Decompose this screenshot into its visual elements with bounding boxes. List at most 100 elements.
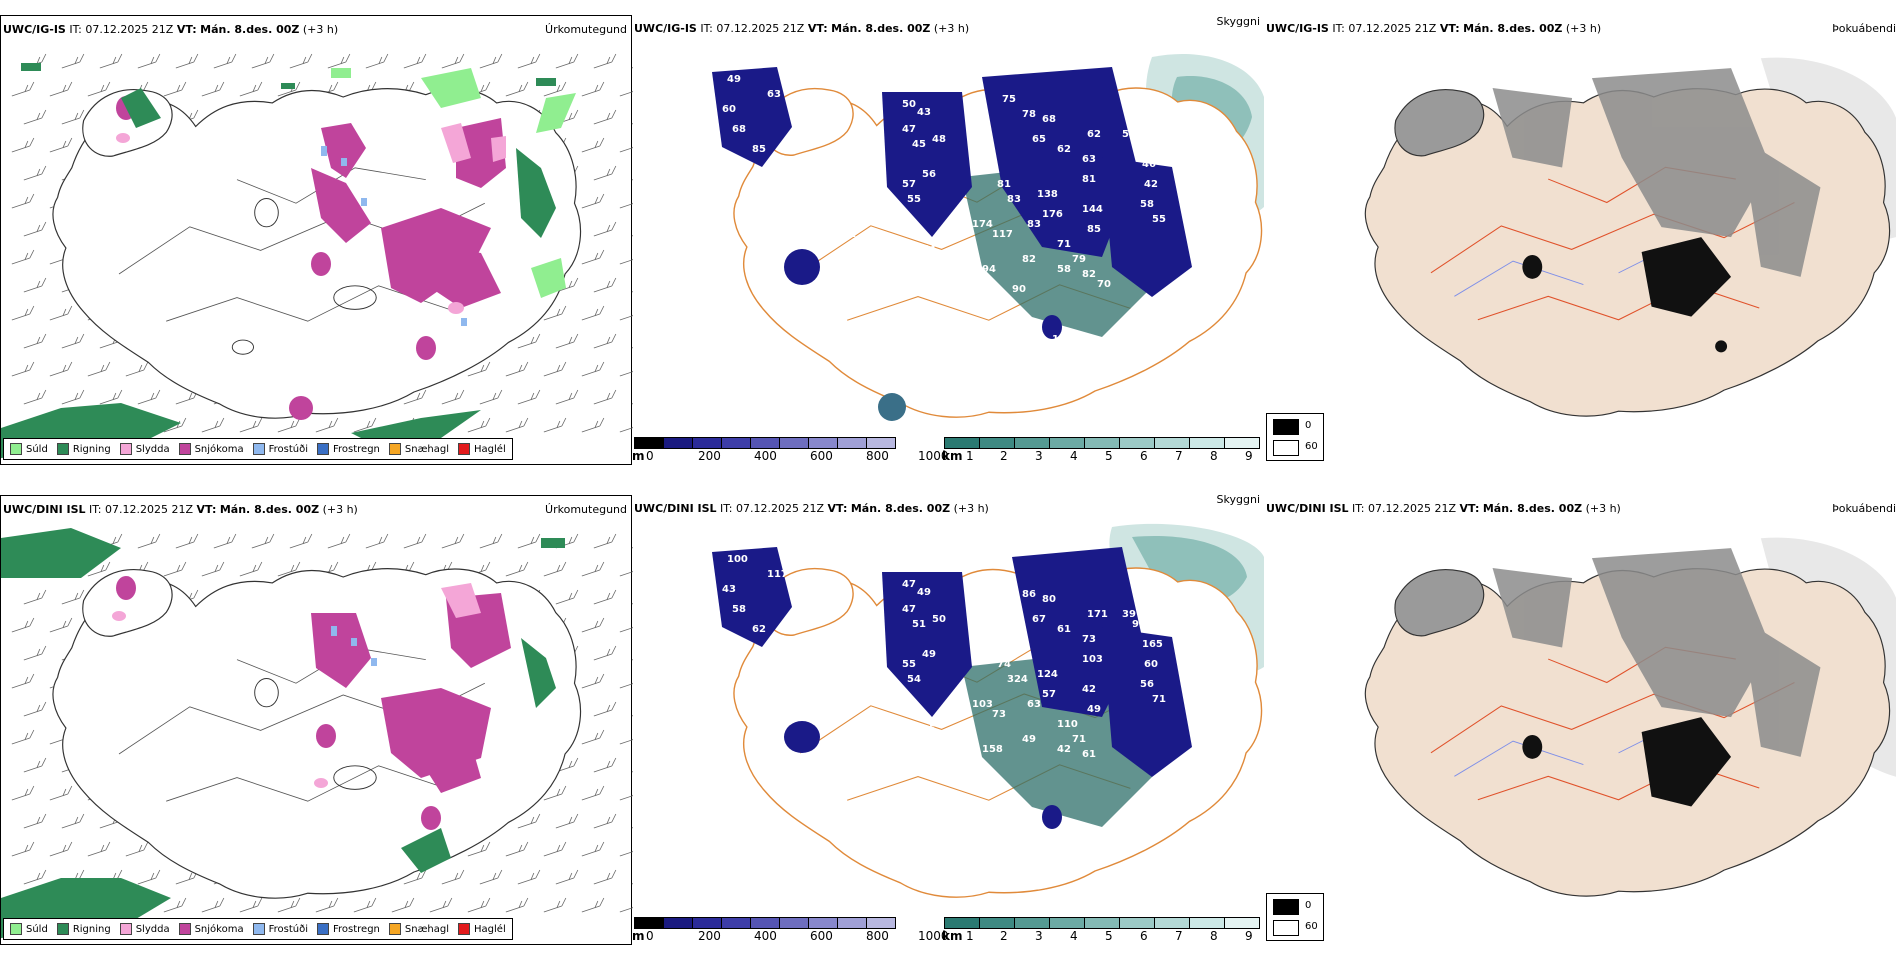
visibility-label: 45 (912, 139, 926, 150)
fog-legend: 0 60 (1266, 893, 1324, 941)
km-tick: 2 (1000, 449, 1008, 463)
wind-barb (581, 361, 605, 377)
visibility-label: 49 (1022, 734, 1036, 745)
legend-swatch (178, 923, 191, 935)
wind-barb (543, 561, 567, 577)
height-colorbar-boxes (634, 437, 896, 449)
visibility-label: 70 (1097, 279, 1111, 290)
wind-barb (11, 617, 35, 633)
wind-barb (137, 533, 161, 549)
legend-item: Haglél (458, 443, 506, 455)
visibility-label: 47 (902, 604, 916, 615)
fog-legend-swatch (1273, 920, 1299, 936)
wind-barb (23, 333, 47, 349)
it-value: 07.12.2025 21Z (105, 503, 194, 516)
panel-header: UWC/IG-IS IT: 07.12.2025 21Z VT: Mán. 8.… (634, 15, 1260, 36)
wind-barb (23, 109, 47, 125)
km-tick: 8 (1210, 929, 1218, 943)
wind-barb (163, 81, 187, 97)
vt-value: Mán. 8.des. 00Z (1482, 502, 1583, 515)
wind-barb (87, 841, 111, 857)
wind-barb (391, 897, 415, 913)
visibility-label: 61 (1057, 624, 1071, 635)
legend-item: Súld (10, 923, 48, 935)
visibility-label: 58 (1140, 199, 1154, 210)
wind-barb (239, 561, 263, 577)
it-value: 07.12.2025 21Z (716, 22, 805, 35)
wind-barb (403, 533, 427, 549)
wind-barb (365, 53, 389, 69)
wind-barb (327, 53, 351, 69)
height-tick: 600 (810, 929, 833, 943)
wind-barb (555, 869, 579, 885)
km-tick: 4 (1070, 929, 1078, 943)
it-label: IT: (720, 502, 733, 515)
visibility-label: 63 (1027, 699, 1041, 710)
visibility-label: 90 (772, 634, 786, 645)
wind-barb (23, 589, 47, 605)
km-tick: 8 (1210, 449, 1218, 463)
offset: (+3 h) (322, 503, 358, 516)
wind-barb (49, 305, 73, 321)
visibility-label: 54 (907, 674, 921, 685)
wind-barb (593, 277, 617, 293)
fog-legend: 0 60 (1266, 413, 1324, 461)
offset: (+3 h) (1585, 502, 1621, 515)
visibility-label: 60 (1144, 659, 1158, 670)
it-label: IT: (89, 503, 102, 516)
visibility-label: 71 (1072, 734, 1086, 745)
visibility-label: 75 (1002, 94, 1016, 105)
offset: (+3 h) (933, 22, 970, 35)
visibility-label: 49 (917, 587, 931, 598)
wind-barb (593, 221, 617, 237)
wind-barb (593, 333, 617, 349)
wind-barb (365, 533, 389, 549)
visibility-label: 65 (1032, 134, 1046, 145)
wind-barb (49, 785, 73, 801)
visibility-label: 57 (902, 179, 916, 190)
legend-swatch (56, 443, 69, 455)
panel-title: Skyggni (1216, 15, 1260, 28)
km-tick: 1 (966, 449, 974, 463)
model-name: UWC/IG-IS (3, 23, 66, 36)
wind-barb (467, 417, 491, 433)
wind-barb (175, 53, 199, 69)
visibility-label: 176 (1042, 209, 1063, 220)
it-value: 07.12.2025 21Z (1348, 22, 1437, 35)
visibility-label: 50 (932, 614, 946, 625)
visibility-label: 42 (937, 709, 951, 720)
height-tick: 0 (646, 449, 654, 463)
wind-barb (23, 277, 47, 293)
visibility-label: 103 (972, 699, 993, 710)
visibility-label: 117 (992, 229, 1013, 240)
wind-barb (441, 869, 465, 885)
vt-value: Mán. 8.des. 00Z (831, 22, 931, 35)
wind-barb (581, 249, 605, 265)
visibility-label: 82 (772, 154, 786, 165)
legend-swatch (10, 443, 22, 455)
legend-label: Snjókoma (194, 443, 244, 455)
km-tick: 5 (1105, 929, 1113, 943)
wind-barb (593, 165, 617, 181)
panel-title: Skyggni (1216, 493, 1260, 506)
visibility-label: 55 (907, 194, 921, 205)
legend-swatch (119, 443, 132, 455)
height-tick: 400 (754, 449, 777, 463)
km-tick: 3 (1035, 929, 1043, 943)
panel-title: Þokuábendi (1832, 502, 1896, 515)
visibility-label: 47 (902, 124, 916, 135)
it-value: 07.12.2025 21Z (736, 502, 825, 515)
visibility-label: 103 (1082, 654, 1103, 665)
legend-swatch (119, 923, 132, 935)
wind-barb (505, 897, 529, 913)
wind-barb (315, 897, 339, 913)
wind-barb (593, 701, 617, 717)
wind-barb (49, 81, 73, 97)
it-label: IT: (69, 23, 82, 36)
km-unit: km (942, 449, 963, 463)
wind-barb (61, 389, 85, 405)
visibility-label: 83 (1007, 194, 1021, 205)
km-tick: 9 (1245, 449, 1253, 463)
wind-barb (479, 389, 503, 405)
